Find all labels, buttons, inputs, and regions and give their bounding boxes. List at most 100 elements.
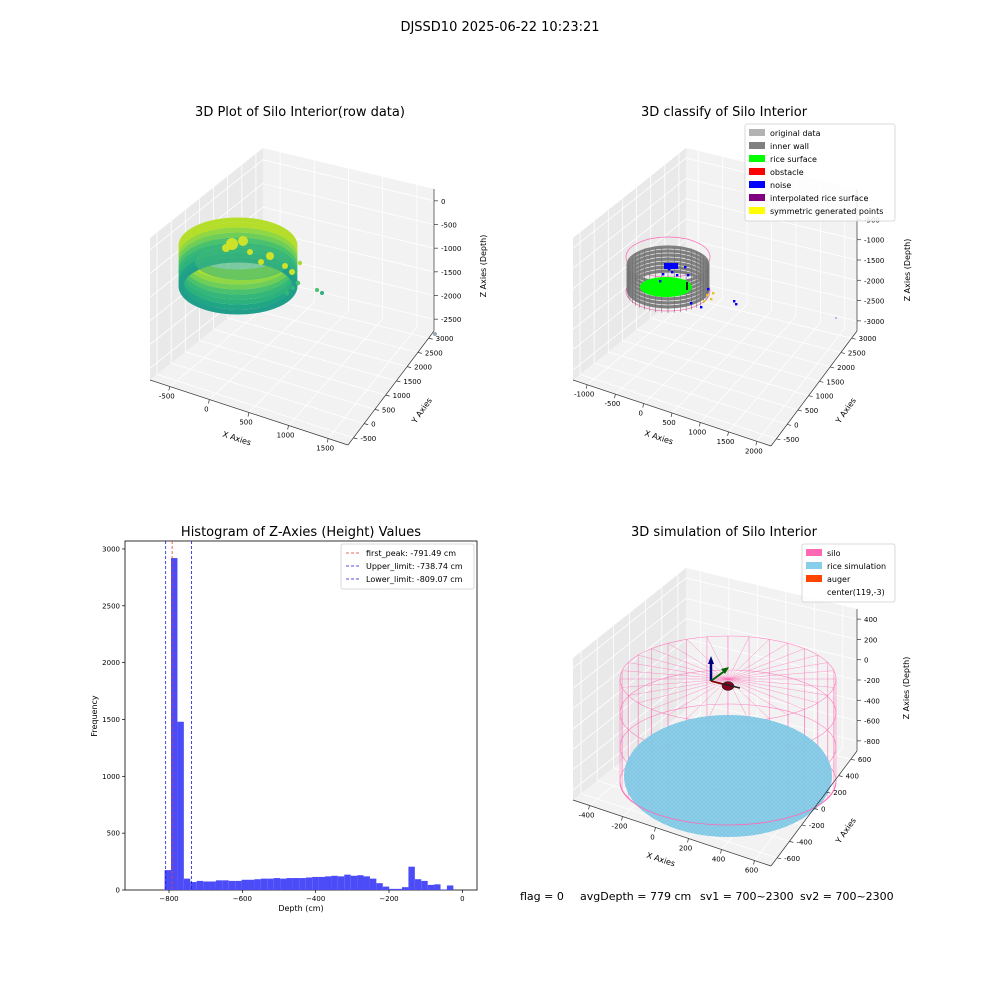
sim-y-tick <box>777 857 782 860</box>
classify-y-tick <box>776 438 781 441</box>
plot-classify-3d-xlabel: X Axies <box>643 429 674 447</box>
raw-point <box>282 263 288 269</box>
raw-point <box>295 280 301 286</box>
sim-silo-roof-spoke <box>727 654 818 680</box>
histogram-bar <box>369 878 377 890</box>
histogram-xlabel: Depth (cm) <box>278 904 323 913</box>
classify-y-tick <box>830 366 835 369</box>
raw-z-tick-label: 0 <box>441 198 445 206</box>
sim-x-tick <box>687 838 689 843</box>
sim-x-axis-line <box>572 799 772 867</box>
histogram-bar <box>402 887 409 890</box>
sim-z-tick-label: 200 <box>864 636 877 644</box>
sim-silo-roof-spoke <box>727 636 750 680</box>
histogram-ylabel: Frequency <box>90 695 99 737</box>
sim-silo-roof-spoke <box>727 648 805 680</box>
raw-x-tick-label: -500 <box>159 393 175 401</box>
plot-classify-3d-zlabel: Z Axies (Depth) <box>903 239 912 302</box>
sim-y-tick-label: 200 <box>833 789 846 797</box>
classify-legend-swatch <box>749 194 765 201</box>
classify-x-tick <box>670 412 673 418</box>
histogram-legend-label: Upper_limit: -738.74 cm <box>366 562 463 571</box>
histogram-bar <box>350 875 358 890</box>
sim-legend-label: silo <box>827 549 841 558</box>
raw-z-tick-label: -2000 <box>441 293 461 301</box>
sim-silo-roof-spoke <box>727 678 834 688</box>
histogram-legend-label: first_peak: -791.49 cm <box>366 549 456 558</box>
histogram-bar <box>446 885 454 890</box>
raw-y-tick <box>407 366 412 368</box>
classify-noise-point <box>687 274 690 277</box>
raw-z-tick-label: -2500 <box>441 316 461 324</box>
classify-legend-label: interpolated rice surface <box>770 194 868 203</box>
histogram-x-tick-label: 0 <box>460 895 464 903</box>
raw-point <box>297 260 303 266</box>
raw-point <box>289 269 295 275</box>
classify-x-tick <box>642 403 645 408</box>
status-sv2: sv2 = 700~2300 <box>800 890 894 903</box>
sim-center-x-arrow <box>710 680 723 685</box>
sim-legend-swatch <box>806 549 822 556</box>
raw-y-tick <box>353 437 358 440</box>
raw-x-tick-label: 0 <box>204 406 208 414</box>
raw-point <box>247 249 253 255</box>
histogram-bars <box>164 558 454 890</box>
classify-legend-swatch <box>749 155 765 162</box>
classify-noise-point <box>659 280 662 283</box>
sim-legend-label: center(119,-3) <box>827 588 885 597</box>
histogram-bar <box>171 558 178 890</box>
classify-grid-z <box>572 218 858 310</box>
classify-noise-point <box>707 288 710 291</box>
sim-silo-roof-spoke <box>667 678 729 715</box>
plot-simulation-3d-geometry <box>619 635 837 837</box>
histogram-x-tick-label: −200 <box>379 895 398 903</box>
sim-silo-roof-spoke <box>686 678 729 719</box>
sim-grid-z <box>572 597 858 689</box>
plot-classify-3d-legend: original data inner wall rice surface obsta… <box>744 123 896 222</box>
sim-legend-frame <box>801 543 896 603</box>
classify-y-tick <box>797 409 802 412</box>
plot-classify-3d-ylabel: Y Axies <box>833 396 858 426</box>
classify-legend-swatch <box>749 181 765 188</box>
histogram-legend: first_peak: -791.49 cm Upper_limit: -738.… <box>340 543 475 590</box>
histogram-bar <box>235 880 242 890</box>
raw-point <box>238 236 248 246</box>
plot-classify-3d: 3D classify of Silo Interior -1000-50005… <box>572 105 912 455</box>
classify-y-tick-label: 2500 <box>848 350 866 358</box>
classify-y-tick-label: 500 <box>805 407 818 415</box>
sim-silo-roof-spoke <box>638 678 729 704</box>
plot-histogram: Histogram of Z-Axies (Height) Values −80… <box>90 525 478 913</box>
classify-symmetric-point <box>703 300 706 303</box>
sim-x-tick-label: 600 <box>745 867 758 875</box>
sim-silo-roof-spoke <box>727 643 789 680</box>
classify-y-tick <box>840 352 845 354</box>
sim-silo-roof-spoke <box>651 678 729 710</box>
classify-grid-y <box>579 232 777 440</box>
sim-z-tick-label: -600 <box>864 718 880 726</box>
histogram-bar <box>318 876 326 890</box>
classify-x-tick-label: 500 <box>662 419 675 427</box>
sim-grid-y <box>580 651 778 859</box>
histogram-bar <box>267 878 274 890</box>
sim-legend-swatch <box>806 562 822 569</box>
classify-y-axis-line <box>770 330 858 447</box>
classify-legend-frame <box>744 123 896 222</box>
classify-noise-point <box>835 317 837 319</box>
histogram-y-tick-label: 0 <box>116 887 120 895</box>
histogram-y-tick-label: 500 <box>107 830 120 838</box>
raw-x-tick-label: 500 <box>239 419 252 427</box>
sim-y-tick-label: -200 <box>809 822 825 830</box>
classify-y-tick <box>808 395 813 398</box>
histogram-bar <box>190 882 197 890</box>
classify-y-tick-label: 1000 <box>816 393 834 401</box>
classify-grid-x <box>756 186 846 442</box>
plot-raw-3d-ticks: -500 0 500 1000 1500 -500 0 500 1000 1500 2000 2500… <box>149 189 461 453</box>
histogram-bar <box>395 888 403 890</box>
sim-grid-z <box>572 679 858 770</box>
sim-silo-roof-spoke <box>727 678 770 719</box>
sim-silo-roof-spoke <box>667 643 729 680</box>
sim-x-tick-label: -400 <box>579 812 595 820</box>
raw-x-tick <box>247 412 250 417</box>
raw-y-tick-label: 0 <box>371 421 375 429</box>
